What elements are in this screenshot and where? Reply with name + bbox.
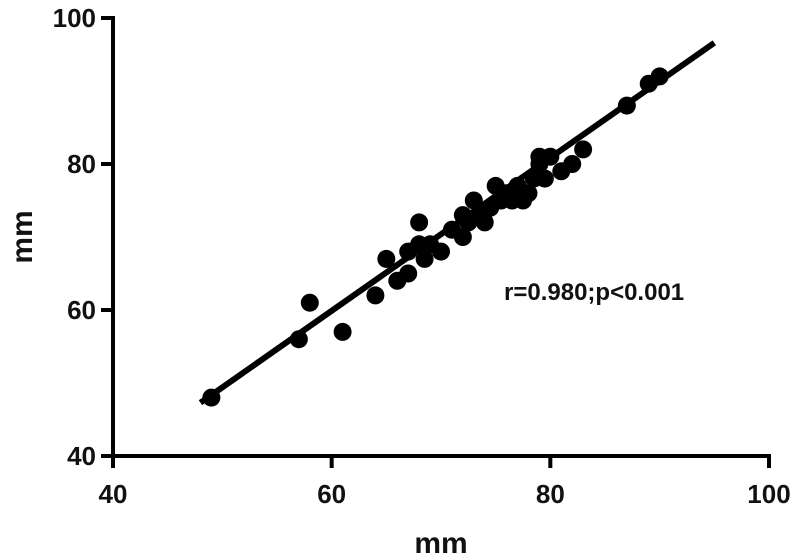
y-tick-label: 80: [67, 149, 96, 179]
data-point: [464, 191, 483, 210]
data-point: [202, 388, 221, 407]
data-point: [541, 147, 560, 166]
data-point: [650, 67, 669, 86]
x-axis-title: mm: [414, 527, 467, 560]
y-tick-label: 40: [67, 441, 96, 471]
data-point: [377, 249, 396, 268]
data-point: [432, 242, 450, 261]
data-point: [366, 286, 385, 305]
data-point: [475, 213, 494, 232]
data-point: [289, 330, 308, 349]
x-tick-label: 100: [747, 479, 790, 509]
data-point: [415, 249, 434, 268]
x-ticks: 40 60 80 100: [99, 456, 791, 509]
data-point: [617, 96, 636, 115]
data-point: [519, 184, 538, 203]
x-tick-label: 80: [536, 479, 565, 509]
y-tick-label: 60: [67, 295, 96, 325]
data-point: [410, 213, 429, 232]
y-axis-title: mm: [6, 210, 39, 263]
stats-annotation: r=0.980;p<0.001: [504, 279, 684, 306]
data-point: [300, 293, 319, 312]
plot-marks: [198, 40, 717, 407]
data-point: [563, 155, 582, 173]
data-point: [399, 264, 418, 283]
data-point: [453, 228, 472, 246]
data-point: [333, 322, 352, 341]
data-point: [574, 140, 593, 159]
y-ticks: 40 60 80 100: [53, 3, 113, 471]
x-tick-label: 40: [99, 479, 128, 509]
y-tick-label: 100: [53, 3, 96, 33]
x-tick-label: 60: [317, 479, 346, 509]
data-point: [535, 169, 554, 188]
